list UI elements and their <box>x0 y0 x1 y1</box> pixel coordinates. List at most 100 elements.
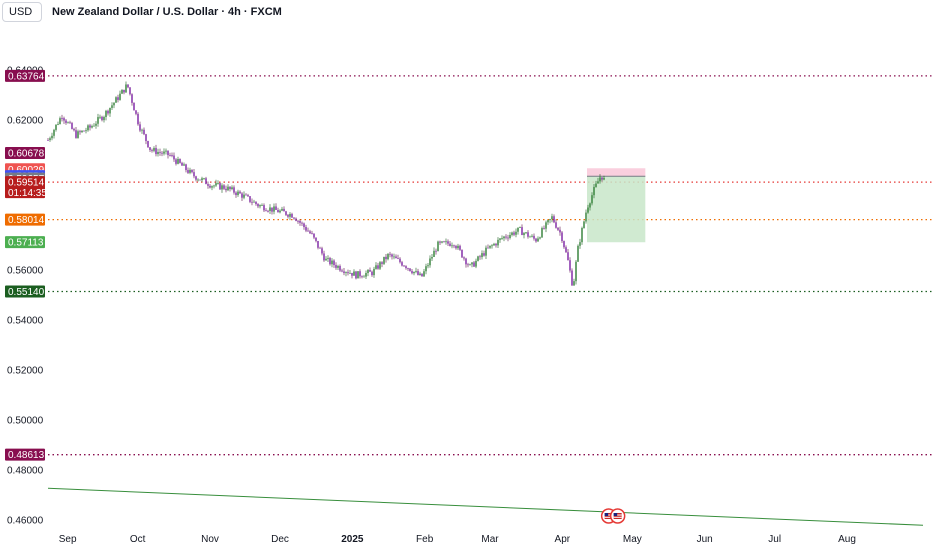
candle-body <box>151 149 153 151</box>
candle-body <box>545 222 547 229</box>
candle-body <box>563 241 565 248</box>
candle-body <box>283 208 285 212</box>
candle-body <box>243 194 245 198</box>
candle-body <box>359 271 361 277</box>
y-tick-label: 0.48000 <box>7 466 44 477</box>
candle-body <box>209 185 211 188</box>
candle-body <box>441 241 443 243</box>
candle-body <box>395 256 397 259</box>
candle-body <box>191 169 193 173</box>
candle-body <box>341 270 343 272</box>
candle-body <box>585 212 587 222</box>
x-tick-label: Apr <box>555 534 571 545</box>
currency-button[interactable]: USD <box>2 2 42 22</box>
x-tick-label: Jun <box>697 534 713 545</box>
candle-body <box>539 237 541 239</box>
candle-body <box>339 265 341 271</box>
candle-body <box>465 258 467 265</box>
symbol-title[interactable]: New Zealand Dollar / U.S. Dollar · 4h · … <box>52 6 282 18</box>
candle-body <box>89 125 91 128</box>
candle-body <box>393 256 395 258</box>
candle-body <box>133 102 135 111</box>
x-tick-label: 2025 <box>341 534 364 545</box>
candle-body <box>589 203 591 208</box>
candle-body <box>287 214 289 217</box>
candle-body <box>417 271 419 275</box>
y-tick-label: 0.62000 <box>7 116 44 127</box>
candle-body <box>171 155 173 156</box>
candle-body <box>245 194 247 196</box>
candle-body <box>325 258 327 261</box>
candle-body <box>459 245 461 250</box>
candle-body <box>501 238 503 240</box>
candle-body <box>137 113 139 125</box>
candle-body <box>65 120 67 123</box>
candle-body <box>219 183 221 190</box>
position-tool[interactable] <box>587 168 646 243</box>
candle-body <box>401 262 403 266</box>
candle-body <box>139 124 141 131</box>
candle-body <box>113 102 115 106</box>
candle-body <box>47 140 49 141</box>
candle-body <box>425 266 427 272</box>
candles <box>47 81 605 286</box>
us-flag-icon[interactable] <box>609 508 626 524</box>
candle-body <box>579 242 581 246</box>
candle-body <box>57 123 59 125</box>
countdown-text: 01:14:35 <box>8 188 47 199</box>
price-label-text: 0.59514 <box>8 178 45 189</box>
candle-body <box>477 256 479 261</box>
x-tick-label: Nov <box>201 534 219 545</box>
candle-body <box>297 220 299 222</box>
trend-line[interactable] <box>47 487 924 526</box>
candle-body <box>519 227 521 228</box>
event-markers[interactable] <box>600 508 626 524</box>
candle-body <box>507 237 509 239</box>
candle-body <box>467 264 469 266</box>
candle-body <box>75 130 77 138</box>
candle-body <box>443 241 445 243</box>
candle-body <box>185 164 187 171</box>
candle-body <box>379 262 381 269</box>
candle-body <box>343 271 345 273</box>
candle-body <box>435 250 437 252</box>
candle-body <box>233 187 235 193</box>
candle-body <box>53 129 55 136</box>
candle-body <box>461 249 463 258</box>
candle-body <box>429 258 431 266</box>
candle-body <box>551 216 553 220</box>
candle-body <box>213 185 215 187</box>
trend-line-segment[interactable] <box>47 487 924 526</box>
candle-body <box>153 148 155 151</box>
candle-body <box>223 185 225 189</box>
candle-body <box>583 221 585 229</box>
candle-body <box>59 118 61 124</box>
x-tick-label: May <box>623 534 642 545</box>
candle-body <box>285 211 287 215</box>
candle-body <box>493 243 495 246</box>
candle-body <box>119 93 121 100</box>
candle-body <box>427 265 429 267</box>
y-tick-label: 0.46000 <box>7 516 44 527</box>
stop-zone[interactable] <box>587 168 646 177</box>
candle-body <box>439 241 441 243</box>
candle-body <box>71 123 73 129</box>
price-label-text: 0.58014 <box>8 215 45 226</box>
candle-body <box>225 188 227 191</box>
candle-body <box>303 223 305 228</box>
candle-body <box>489 245 491 248</box>
candle-body <box>55 124 57 130</box>
candle-body <box>361 276 363 278</box>
target-zone[interactable] <box>587 176 646 243</box>
candle-body <box>165 150 167 152</box>
price-label-text: 0.57113 <box>8 238 44 249</box>
candle-body <box>385 256 387 260</box>
candle-body <box>497 239 499 246</box>
candle-body <box>601 177 603 180</box>
candle-body <box>195 176 197 180</box>
candle-body <box>277 209 279 213</box>
candle-body <box>345 272 347 273</box>
candle-body <box>513 232 515 235</box>
candle-body <box>105 110 107 117</box>
